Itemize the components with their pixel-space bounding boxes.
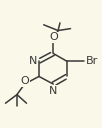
- Text: O: O: [20, 76, 29, 86]
- Text: N: N: [29, 56, 37, 66]
- Text: N: N: [49, 86, 57, 96]
- Text: O: O: [49, 32, 58, 42]
- Text: Br: Br: [86, 56, 98, 66]
